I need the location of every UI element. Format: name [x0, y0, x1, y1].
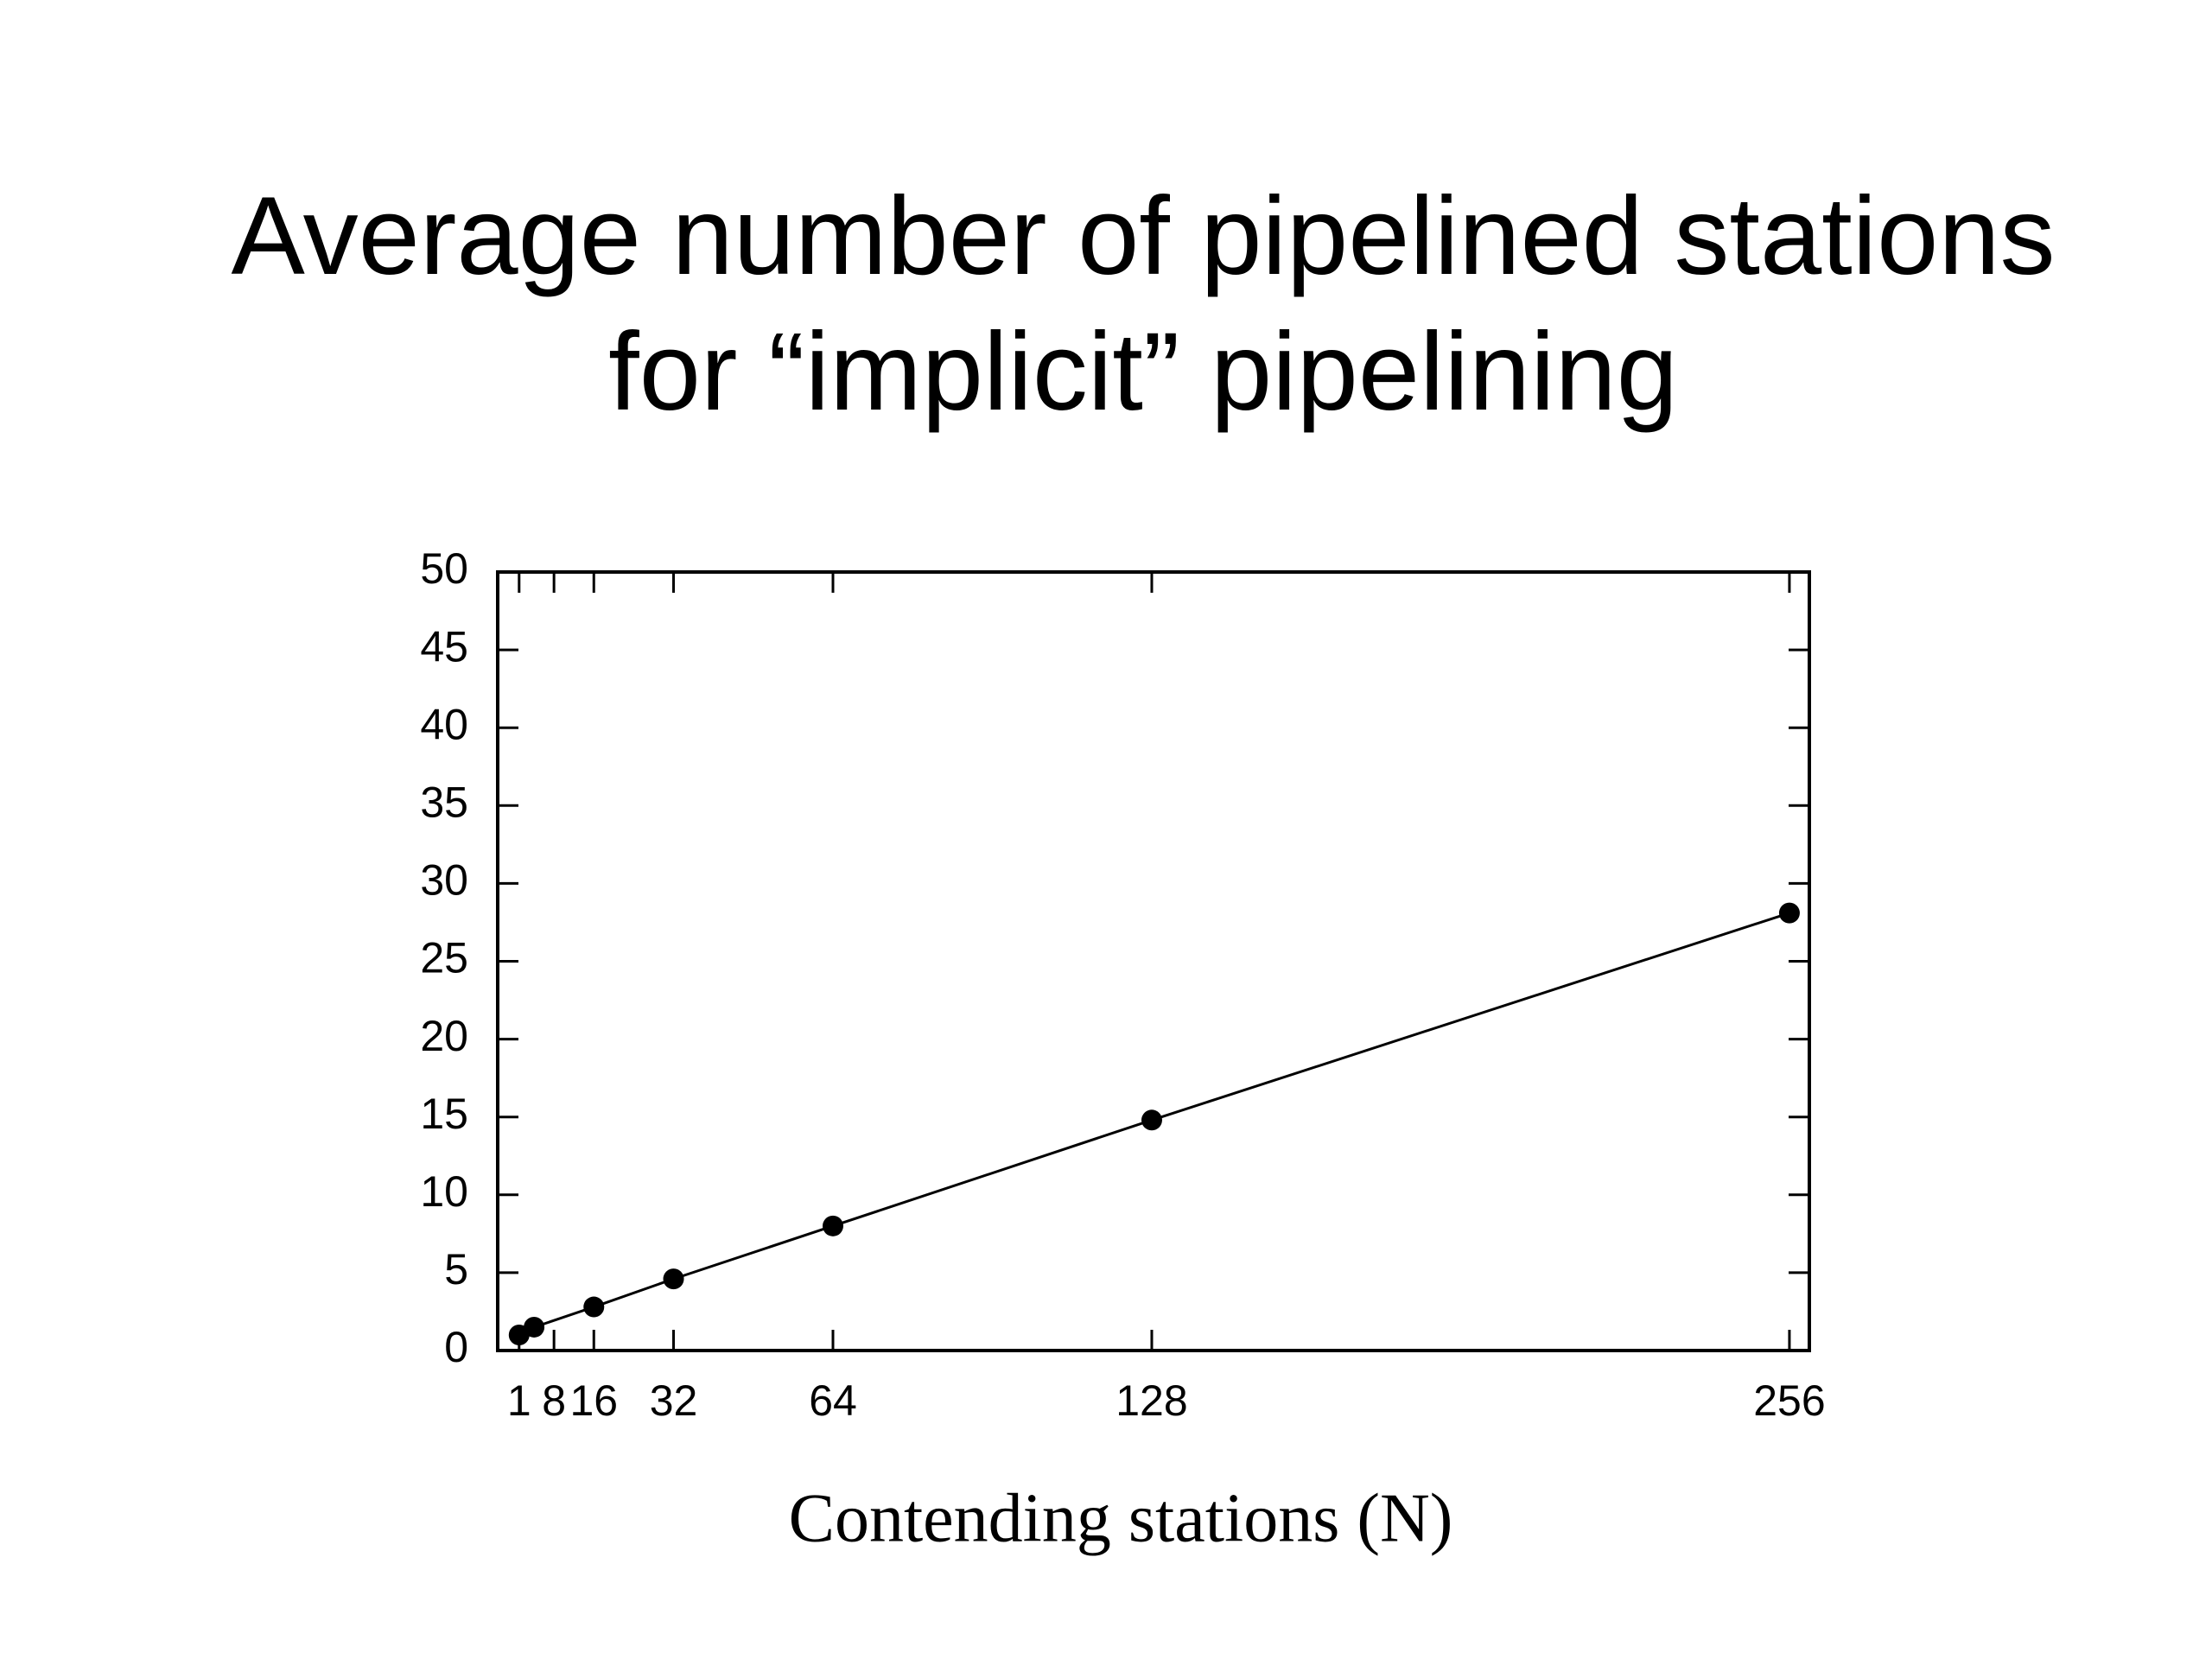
- data-point: [1141, 1109, 1162, 1131]
- y-tick-label: 50: [420, 544, 468, 593]
- data-point: [663, 1268, 684, 1290]
- x-tick-label: 1: [507, 1376, 531, 1425]
- x-tick-label: 8: [542, 1376, 566, 1425]
- x-tick-label: 32: [650, 1376, 698, 1425]
- y-tick-label: 40: [420, 700, 468, 748]
- y-tick-label: 0: [444, 1323, 468, 1371]
- data-point: [583, 1296, 605, 1318]
- chart-title: for “implicit” pipelining: [608, 310, 1678, 434]
- plot-frame: [496, 570, 1811, 1352]
- data-point: [1778, 902, 1800, 924]
- y-tick-label: 30: [420, 856, 468, 905]
- x-tick-label: 256: [1753, 1376, 1825, 1425]
- y-tick-label: 35: [420, 779, 468, 827]
- data-point: [524, 1316, 545, 1338]
- data-point: [823, 1215, 844, 1236]
- y-tick-label: 5: [444, 1245, 468, 1294]
- x-tick-label: 16: [569, 1376, 618, 1425]
- y-tick-label: 25: [420, 934, 468, 982]
- y-tick-label: 45: [420, 622, 468, 671]
- y-tick-label: 20: [420, 1012, 468, 1060]
- y-tick-label: 10: [420, 1167, 468, 1216]
- x-tick-label: 128: [1116, 1376, 1187, 1425]
- y-tick-label: 15: [420, 1090, 468, 1138]
- chart-title: Average number of pipelined stations: [232, 175, 2056, 298]
- x-axis-label: Contending stations (N): [789, 1480, 1453, 1556]
- x-tick-label: 64: [809, 1376, 857, 1425]
